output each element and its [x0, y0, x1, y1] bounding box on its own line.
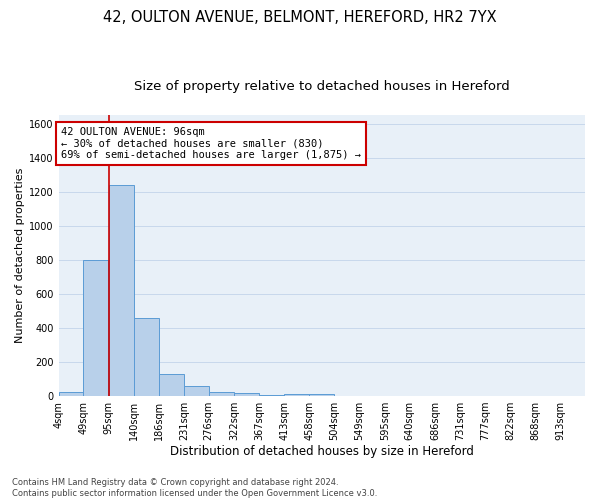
Y-axis label: Number of detached properties: Number of detached properties: [15, 168, 25, 343]
Text: Contains HM Land Registry data © Crown copyright and database right 2024.
Contai: Contains HM Land Registry data © Crown c…: [12, 478, 377, 498]
X-axis label: Distribution of detached houses by size in Hereford: Distribution of detached houses by size …: [170, 444, 474, 458]
Text: 42 OULTON AVENUE: 96sqm
← 30% of detached houses are smaller (830)
69% of semi-d: 42 OULTON AVENUE: 96sqm ← 30% of detache…: [61, 127, 361, 160]
Bar: [234, 394, 259, 396]
Bar: [184, 386, 209, 396]
Bar: [83, 260, 109, 396]
Bar: [159, 374, 184, 396]
Bar: [309, 394, 334, 396]
Bar: [109, 185, 134, 396]
Bar: [259, 395, 284, 396]
Bar: [59, 392, 83, 396]
Title: Size of property relative to detached houses in Hereford: Size of property relative to detached ho…: [134, 80, 510, 93]
Bar: [134, 318, 158, 396]
Bar: [209, 392, 233, 396]
Text: 42, OULTON AVENUE, BELMONT, HEREFORD, HR2 7YX: 42, OULTON AVENUE, BELMONT, HEREFORD, HR…: [103, 10, 497, 25]
Bar: [284, 394, 309, 396]
